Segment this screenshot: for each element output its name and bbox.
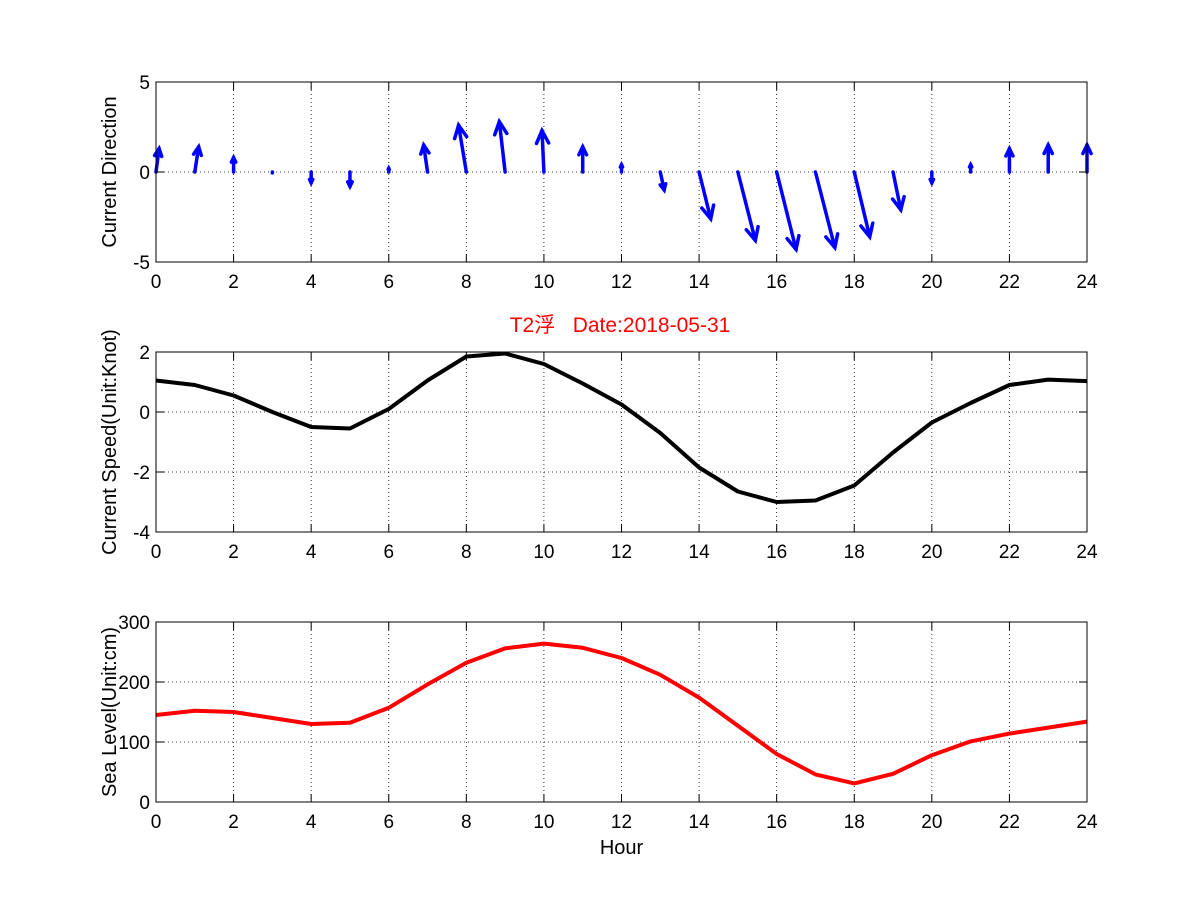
- direction-arrow: [658, 170, 668, 194]
- direction-xtick-label: 8: [461, 272, 472, 293]
- sealevel-xtick-label: 20: [921, 812, 942, 833]
- direction-xtick-label: 24: [1076, 272, 1098, 293]
- speed-xtick-label: 2: [228, 542, 239, 563]
- direction-ytick-label: -5: [133, 253, 150, 274]
- direction-xtick-label: 2: [228, 272, 239, 293]
- speed-xtick-label: 0: [151, 542, 162, 563]
- direction-arrow: [852, 170, 875, 241]
- direction-arrow: [736, 170, 760, 245]
- direction-vectors: [152, 117, 1093, 254]
- direction-arrow: [618, 160, 625, 174]
- speed-xtick-label: 14: [689, 542, 711, 563]
- sealevel-xtick-label: 4: [306, 812, 317, 833]
- sealevel-xtick-label: 18: [844, 812, 865, 833]
- direction-arrow: [492, 117, 509, 174]
- speed-ytick-label: 2: [139, 343, 150, 364]
- speed-xtick-label: 22: [999, 542, 1020, 563]
- direction-arrow: [890, 170, 906, 214]
- sealevel-xtick-label: 0: [151, 812, 162, 833]
- sealevel-xtick-label: 22: [999, 812, 1020, 833]
- direction-arrow: [307, 170, 315, 187]
- sealevel-ytick-label: 300: [118, 613, 150, 634]
- direction-arrow: [534, 126, 551, 174]
- speed-xtick-label: 4: [306, 542, 317, 563]
- direction-xtick-label: 22: [999, 272, 1020, 293]
- direction-arrow: [697, 170, 716, 223]
- direction-ylabel: Current Direction: [99, 96, 121, 247]
- speed-plot-area: [156, 352, 1087, 532]
- speed-ytick-label: -2: [133, 463, 150, 484]
- direction-arrow: [419, 141, 431, 174]
- sealevel-xtick-label: 8: [461, 812, 472, 833]
- sealevel-xtick-label: 6: [383, 812, 394, 833]
- speed-xtick-label: 12: [611, 542, 632, 563]
- speed-xtick-label: 18: [844, 542, 865, 563]
- direction-arrow: [774, 170, 801, 254]
- direction-arrow: [229, 153, 238, 174]
- speed-ytick-label: 0: [139, 403, 150, 424]
- direction-arrow: [346, 170, 354, 191]
- direction-arrow: [191, 142, 204, 174]
- sealevel-plot-area: [156, 622, 1087, 802]
- direction-xtick-label: 0: [151, 272, 162, 293]
- direction-xtick-label: 10: [533, 272, 554, 293]
- speed-xtick-label: 20: [921, 542, 942, 563]
- direction-xtick-label: 20: [921, 272, 942, 293]
- sealevel-xtick-label: 14: [689, 812, 711, 833]
- direction-xtick-label: 16: [766, 272, 787, 293]
- sealevel-xlabel: Hour: [600, 837, 644, 859]
- direction-arrow: [967, 160, 974, 174]
- sealevel-xtick-label: 2: [228, 812, 239, 833]
- direction-xtick-label: 6: [383, 272, 394, 293]
- direction-ytick-label: 5: [139, 73, 150, 94]
- speed-xtick-label: 8: [461, 542, 472, 563]
- direction-arrow: [1042, 140, 1055, 174]
- sealevel-xtick-label: 16: [766, 812, 787, 833]
- direction-xtick-label: 12: [611, 272, 632, 293]
- speed-ytick-label: -4: [133, 523, 150, 544]
- figure-title: T2浮 Date:2018-05-31: [510, 314, 731, 337]
- direction-arrow: [928, 170, 936, 187]
- sealevel-ylabel: Sea Level(Unit:cm): [99, 627, 121, 797]
- direction-ytick-label: 0: [139, 163, 150, 184]
- sealevel-xtick-label: 12: [611, 812, 632, 833]
- sealevel-xtick-label: 24: [1076, 812, 1098, 833]
- direction-xtick-label: 4: [306, 272, 317, 293]
- sealevel-xtick-label: 10: [533, 812, 554, 833]
- direction-arrow: [577, 142, 589, 174]
- speed-xtick-label: 6: [383, 542, 394, 563]
- speed-xtick-label: 24: [1076, 542, 1098, 563]
- sealevel-ytick-label: 100: [118, 733, 150, 754]
- direction-arrow: [1004, 144, 1015, 174]
- direction-arrow: [452, 121, 469, 174]
- speed-xtick-label: 10: [533, 542, 554, 563]
- direction-arrow: [813, 170, 840, 252]
- direction-arrow: [386, 164, 392, 174]
- speed-ylabel: Current Speed(Unit:Knot): [99, 329, 121, 555]
- speed-xtick-label: 16: [766, 542, 787, 563]
- direction-xtick-label: 14: [689, 272, 711, 293]
- sealevel-ytick-label: 200: [118, 673, 150, 694]
- sealevel-ytick-label: 0: [139, 793, 150, 814]
- direction-xtick-label: 18: [844, 272, 865, 293]
